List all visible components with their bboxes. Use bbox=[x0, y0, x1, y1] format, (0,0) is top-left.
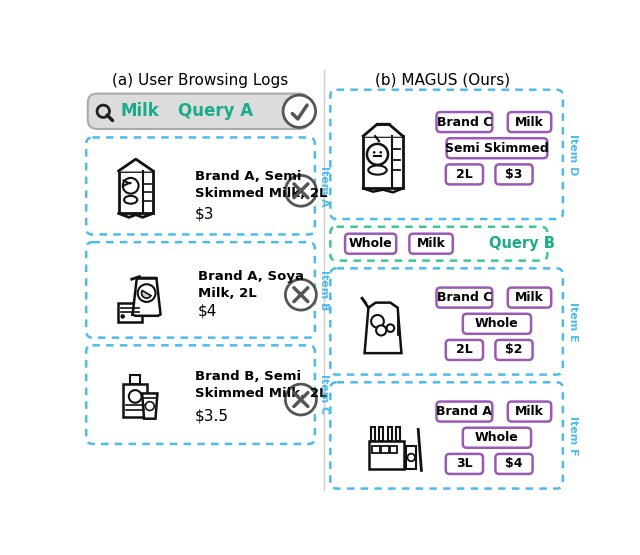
FancyBboxPatch shape bbox=[446, 164, 483, 184]
Circle shape bbox=[285, 175, 316, 206]
Text: Whole: Whole bbox=[475, 431, 519, 444]
FancyBboxPatch shape bbox=[436, 112, 492, 132]
Circle shape bbox=[129, 390, 141, 403]
Ellipse shape bbox=[124, 196, 137, 204]
FancyBboxPatch shape bbox=[118, 171, 153, 214]
Ellipse shape bbox=[368, 165, 387, 175]
Text: $3.5: $3.5 bbox=[195, 408, 228, 423]
FancyBboxPatch shape bbox=[508, 402, 551, 422]
FancyBboxPatch shape bbox=[463, 428, 531, 448]
Text: (b) MAGUS (Ours): (b) MAGUS (Ours) bbox=[375, 73, 510, 88]
FancyBboxPatch shape bbox=[436, 287, 492, 307]
FancyBboxPatch shape bbox=[495, 340, 532, 360]
Wedge shape bbox=[141, 291, 151, 298]
FancyBboxPatch shape bbox=[463, 314, 531, 334]
FancyBboxPatch shape bbox=[508, 112, 551, 132]
Text: $3: $3 bbox=[195, 207, 214, 222]
FancyBboxPatch shape bbox=[495, 164, 532, 184]
Text: Query A: Query A bbox=[178, 102, 253, 120]
Text: Item A: Item A bbox=[319, 165, 329, 206]
Circle shape bbox=[380, 151, 382, 154]
FancyBboxPatch shape bbox=[388, 427, 392, 441]
FancyBboxPatch shape bbox=[131, 375, 140, 384]
FancyBboxPatch shape bbox=[118, 303, 142, 322]
Circle shape bbox=[123, 178, 139, 194]
FancyBboxPatch shape bbox=[508, 287, 551, 307]
Circle shape bbox=[371, 315, 384, 327]
Circle shape bbox=[373, 151, 376, 154]
Text: Brand C: Brand C bbox=[436, 115, 492, 129]
Text: Brand A, Soya
Milk, 2L: Brand A, Soya Milk, 2L bbox=[198, 270, 304, 300]
Text: 2L: 2L bbox=[456, 168, 473, 181]
Text: Item C: Item C bbox=[319, 375, 329, 415]
Circle shape bbox=[138, 284, 156, 302]
Text: Milk: Milk bbox=[515, 115, 544, 129]
FancyBboxPatch shape bbox=[396, 427, 400, 441]
Text: Item E: Item E bbox=[568, 301, 578, 341]
Polygon shape bbox=[364, 124, 403, 136]
Polygon shape bbox=[142, 393, 157, 418]
Text: Query B: Query B bbox=[489, 236, 555, 251]
Circle shape bbox=[122, 315, 124, 317]
Circle shape bbox=[122, 315, 124, 317]
Text: $4: $4 bbox=[198, 304, 217, 319]
Circle shape bbox=[367, 144, 388, 165]
Text: Semi Skimmed: Semi Skimmed bbox=[445, 142, 549, 155]
FancyBboxPatch shape bbox=[369, 441, 404, 469]
Text: Milk: Milk bbox=[120, 102, 159, 120]
Text: Item F: Item F bbox=[568, 416, 578, 455]
FancyBboxPatch shape bbox=[123, 384, 147, 417]
Circle shape bbox=[285, 384, 316, 415]
FancyBboxPatch shape bbox=[436, 402, 492, 422]
Polygon shape bbox=[118, 159, 153, 171]
FancyBboxPatch shape bbox=[88, 94, 308, 129]
FancyBboxPatch shape bbox=[364, 136, 403, 188]
FancyBboxPatch shape bbox=[410, 234, 452, 254]
Text: Item B: Item B bbox=[319, 270, 329, 310]
Text: Item D: Item D bbox=[568, 134, 578, 175]
FancyBboxPatch shape bbox=[390, 446, 397, 453]
FancyBboxPatch shape bbox=[495, 454, 532, 474]
Polygon shape bbox=[132, 278, 161, 316]
Text: $2: $2 bbox=[505, 344, 523, 356]
Text: Brand A, Semi
Skimmed Milk, 2L: Brand A, Semi Skimmed Milk, 2L bbox=[195, 170, 327, 200]
Text: Milk: Milk bbox=[515, 405, 544, 418]
FancyBboxPatch shape bbox=[446, 454, 483, 474]
Text: Whole: Whole bbox=[349, 237, 392, 250]
FancyBboxPatch shape bbox=[447, 138, 547, 158]
FancyBboxPatch shape bbox=[380, 427, 383, 441]
Circle shape bbox=[283, 95, 316, 128]
Text: $4: $4 bbox=[505, 457, 523, 471]
Text: 2L: 2L bbox=[456, 344, 473, 356]
Circle shape bbox=[387, 324, 394, 332]
FancyBboxPatch shape bbox=[372, 446, 380, 453]
Text: (a) User Browsing Logs: (a) User Browsing Logs bbox=[112, 73, 288, 88]
Text: Brand A: Brand A bbox=[436, 405, 492, 418]
FancyBboxPatch shape bbox=[345, 234, 396, 254]
Text: Milk: Milk bbox=[417, 237, 445, 250]
Circle shape bbox=[408, 453, 415, 461]
Text: $3: $3 bbox=[506, 168, 523, 181]
Circle shape bbox=[285, 279, 316, 310]
Text: Brand C: Brand C bbox=[436, 291, 492, 304]
FancyBboxPatch shape bbox=[406, 446, 416, 469]
FancyBboxPatch shape bbox=[446, 340, 483, 360]
FancyBboxPatch shape bbox=[381, 446, 388, 453]
Circle shape bbox=[145, 402, 154, 411]
Circle shape bbox=[122, 315, 124, 317]
Circle shape bbox=[376, 325, 387, 335]
Text: 3L: 3L bbox=[456, 457, 473, 471]
FancyBboxPatch shape bbox=[371, 427, 375, 441]
Text: Brand B, Semi
Skimmed Milk, 2L: Brand B, Semi Skimmed Milk, 2L bbox=[195, 370, 327, 400]
Polygon shape bbox=[365, 302, 401, 353]
Text: Whole: Whole bbox=[475, 317, 519, 330]
Text: Milk: Milk bbox=[515, 291, 544, 304]
